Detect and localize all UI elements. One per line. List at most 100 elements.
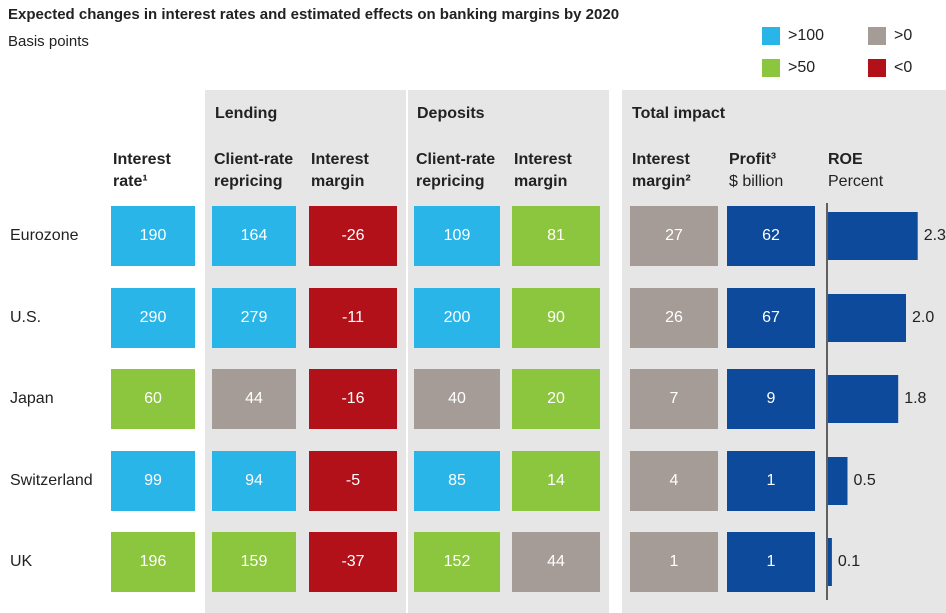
cell-value: -5 bbox=[346, 472, 360, 489]
cell-value: 1 bbox=[767, 472, 776, 489]
cell-value: 85 bbox=[448, 472, 466, 489]
roe-bar bbox=[828, 212, 918, 260]
legend-label: >100 bbox=[788, 27, 824, 44]
cell-value: 4 bbox=[670, 472, 679, 489]
legend-label: >0 bbox=[894, 27, 912, 44]
cell bbox=[512, 206, 600, 266]
row-label: Eurozone bbox=[10, 227, 79, 244]
legend-swatch bbox=[762, 59, 780, 77]
cell-value: -11 bbox=[342, 309, 364, 326]
column-header: Profit³ bbox=[729, 151, 776, 168]
cell-value: -16 bbox=[341, 390, 364, 407]
cell-value: 190 bbox=[140, 227, 167, 244]
cell bbox=[309, 288, 397, 348]
cell bbox=[111, 451, 195, 511]
cell-value: 20 bbox=[547, 390, 565, 407]
cell bbox=[727, 369, 815, 429]
legend-swatch bbox=[868, 59, 886, 77]
cell-value: 99 bbox=[144, 472, 162, 489]
cell-value: 1 bbox=[767, 553, 776, 570]
cell-value: 81 bbox=[547, 227, 565, 244]
cell-value: 14 bbox=[547, 472, 565, 489]
deposits-panel bbox=[408, 90, 609, 613]
cell bbox=[212, 206, 296, 266]
cell-value: 196 bbox=[140, 553, 167, 570]
cell bbox=[727, 451, 815, 511]
cell bbox=[309, 206, 397, 266]
cell bbox=[309, 532, 397, 592]
cell bbox=[414, 206, 500, 266]
roe-bar bbox=[828, 375, 899, 423]
cell bbox=[212, 532, 296, 592]
legend-label: <0 bbox=[894, 59, 912, 76]
cell-value: 200 bbox=[444, 309, 471, 326]
cell-value: 1 bbox=[670, 553, 679, 570]
cell-value: 279 bbox=[241, 309, 268, 326]
cell bbox=[212, 288, 296, 348]
column-header: margin² bbox=[632, 173, 691, 190]
cell-value: 60 bbox=[144, 390, 162, 407]
cell-value: 164 bbox=[241, 227, 268, 244]
group-title: Deposits bbox=[417, 105, 485, 122]
cell bbox=[212, 369, 296, 429]
cell bbox=[414, 369, 500, 429]
column-header: margin bbox=[514, 173, 567, 190]
cell-value: 9 bbox=[767, 390, 776, 407]
group-title: Total impact bbox=[632, 105, 726, 122]
roe-label: 0.5 bbox=[854, 472, 876, 489]
group-title: Lending bbox=[215, 105, 277, 122]
cell-value: 94 bbox=[245, 472, 263, 489]
cell bbox=[414, 451, 500, 511]
column-header: rate¹ bbox=[113, 173, 148, 190]
cell bbox=[512, 288, 600, 348]
cell-value: 40 bbox=[448, 390, 466, 407]
column-header: Interest bbox=[632, 151, 690, 168]
lending-panel bbox=[205, 90, 406, 613]
cell bbox=[111, 369, 195, 429]
column-header: repricing bbox=[416, 173, 484, 190]
roe-label: 2.0 bbox=[912, 309, 934, 326]
roe-bar bbox=[828, 294, 906, 342]
legend-swatch bbox=[762, 27, 780, 45]
row-label: U.S. bbox=[10, 309, 41, 326]
cell-value: 62 bbox=[762, 227, 780, 244]
cell bbox=[212, 451, 296, 511]
roe-label: 2.3 bbox=[924, 227, 946, 244]
cell bbox=[727, 532, 815, 592]
row-label: UK bbox=[10, 553, 33, 570]
column-header: Interest bbox=[514, 151, 572, 168]
column-header: $ billion bbox=[729, 173, 783, 190]
title: Expected changes in interest rates and e… bbox=[8, 6, 619, 23]
cell bbox=[630, 288, 718, 348]
roe-label: 0.1 bbox=[838, 553, 860, 570]
cell-value: 109 bbox=[444, 227, 471, 244]
row-label: Japan bbox=[10, 390, 54, 407]
cell bbox=[727, 206, 815, 266]
column-header: Client-rate bbox=[214, 151, 293, 168]
cell bbox=[512, 451, 600, 511]
legend-label: >50 bbox=[788, 59, 815, 76]
cell-value: 44 bbox=[547, 553, 565, 570]
column-header: margin bbox=[311, 173, 364, 190]
cell bbox=[111, 288, 195, 348]
cell bbox=[630, 532, 718, 592]
cell bbox=[414, 532, 500, 592]
column-header: ROE bbox=[828, 151, 863, 168]
total-panel bbox=[622, 90, 946, 613]
cell bbox=[630, 206, 718, 266]
cell-value: 44 bbox=[245, 390, 263, 407]
cell bbox=[630, 369, 718, 429]
column-header: repricing bbox=[214, 173, 282, 190]
cell-value: 7 bbox=[670, 390, 679, 407]
cell-value: 27 bbox=[665, 227, 683, 244]
subtitle: Basis points bbox=[8, 33, 89, 50]
cell bbox=[727, 288, 815, 348]
cell-value: 159 bbox=[241, 553, 268, 570]
cell-value: 290 bbox=[140, 309, 167, 326]
roe-label: 1.8 bbox=[904, 390, 926, 407]
column-header: Interest bbox=[113, 151, 171, 168]
cell bbox=[309, 369, 397, 429]
cell-value: 67 bbox=[762, 309, 780, 326]
cell bbox=[414, 288, 500, 348]
cell bbox=[111, 206, 195, 266]
